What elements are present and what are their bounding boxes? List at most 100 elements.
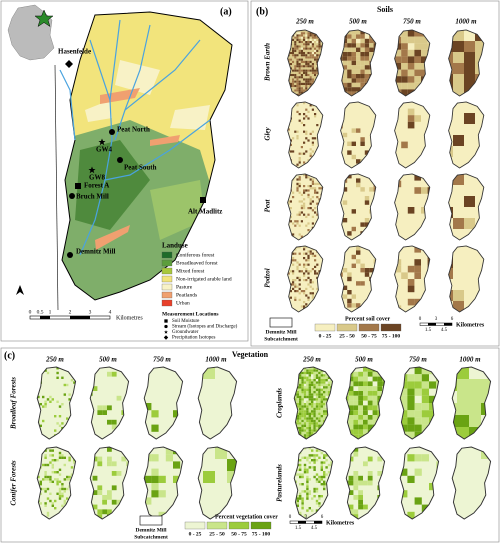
- map-cell: [294, 410, 295, 413]
- map-cell: [327, 400, 331, 403]
- map-cell: [83, 420, 88, 425]
- map-cell: [421, 439, 429, 440]
- map-cell: [313, 403, 316, 406]
- map-cell: [303, 456, 307, 459]
- map-cell: [325, 305, 327, 307]
- map-cell: [298, 60, 301, 63]
- map-cell: [305, 294, 308, 297]
- map-cell: [315, 369, 319, 372]
- map-cell: [294, 298, 297, 301]
- map-cell: [353, 451, 359, 457]
- map-cell: [306, 485, 309, 488]
- map-cell: [334, 308, 338, 312]
- map-cell: [327, 417, 331, 420]
- map-cell: [372, 439, 378, 440]
- map-cell: [378, 92, 382, 96]
- scale-label: 0.5: [37, 309, 44, 315]
- map-cell: [301, 483, 304, 486]
- map-cell: [316, 213, 319, 216]
- map-cell: [360, 47, 365, 52]
- map-cell: [281, 89, 283, 91]
- map-cell: [287, 374, 289, 376]
- map-cell: [37, 379, 40, 382]
- map-cell: [340, 182, 343, 188]
- scale-label: 3: [305, 515, 308, 520]
- map-cell: [44, 403, 47, 406]
- map-cell: [283, 279, 285, 281]
- map-cell: [300, 220, 303, 223]
- map-cell: [486, 41, 497, 52]
- map-cell: [301, 422, 304, 425]
- map-cell: [32, 396, 34, 398]
- map-cell: [303, 379, 307, 382]
- map-cell: [68, 398, 71, 401]
- map-cell: [316, 78, 319, 81]
- map-cell: [303, 174, 306, 177]
- map-cell: [309, 270, 312, 273]
- map-cell: [315, 376, 319, 379]
- map-cell: [322, 159, 323, 162]
- map-cell: [305, 80, 308, 83]
- map-cell: [322, 290, 323, 293]
- map-cell: [322, 93, 323, 96]
- map-cell: [322, 82, 323, 85]
- map-cell: [300, 152, 303, 155]
- map-cell: [294, 91, 297, 94]
- map-cell: [292, 69, 295, 72]
- map-cell: [296, 220, 299, 223]
- map-cell: [318, 69, 321, 72]
- map-cell: [78, 425, 80, 427]
- map-cell: [316, 74, 319, 77]
- map-cell: [307, 296, 310, 299]
- map-cell: [305, 82, 308, 85]
- map-cell: [351, 82, 356, 88]
- map-cell: [299, 422, 302, 425]
- map-cell: [334, 30, 338, 34]
- map-cell: [330, 427, 333, 430]
- map-cell: [296, 424, 299, 427]
- map-cell: [289, 85, 292, 88]
- map-cell: [44, 463, 47, 467]
- map-cell: [287, 45, 290, 48]
- stream: [59, 19, 211, 256]
- map-cell: [452, 519, 457, 520]
- map-cell: [56, 483, 59, 486]
- map-cell: [346, 381, 349, 387]
- map-cell: [78, 483, 80, 485]
- map-cell: [308, 429, 311, 432]
- map-cell: [66, 447, 69, 450]
- map-cell: [347, 298, 352, 304]
- map-cell: [335, 415, 337, 417]
- map-cell: [309, 82, 312, 85]
- map-cell: [327, 490, 331, 493]
- map-cell: [339, 452, 344, 457]
- map-cell: [289, 52, 292, 55]
- map-cell: [318, 449, 321, 452]
- map-cell: [311, 30, 314, 33]
- map-cell: [292, 233, 295, 236]
- map-cell: [377, 509, 383, 515]
- map-cell: [318, 436, 321, 439]
- map-cell: [322, 63, 323, 66]
- map-cell: [318, 495, 321, 498]
- map-cell: [281, 176, 283, 178]
- map-cell: [289, 398, 291, 400]
- map-cell: [287, 85, 290, 88]
- map-cell: [363, 386, 368, 391]
- map-cell: [83, 401, 88, 406]
- map-cell: [314, 74, 317, 77]
- map-cell: [61, 495, 64, 498]
- map-cell: [287, 67, 290, 70]
- groundwater-marker: [98, 138, 106, 146]
- map-cell: [292, 283, 295, 286]
- map-cell: [347, 65, 352, 70]
- map-outline: [394, 101, 431, 169]
- map-cell: [299, 386, 302, 389]
- map-cell: [333, 427, 335, 429]
- map-cell: [294, 220, 297, 223]
- map-cell: [320, 434, 323, 437]
- column-header: 500 m: [349, 18, 367, 26]
- map-cell: [305, 87, 308, 90]
- map-cell: [306, 439, 309, 440]
- map-cell: [369, 231, 374, 236]
